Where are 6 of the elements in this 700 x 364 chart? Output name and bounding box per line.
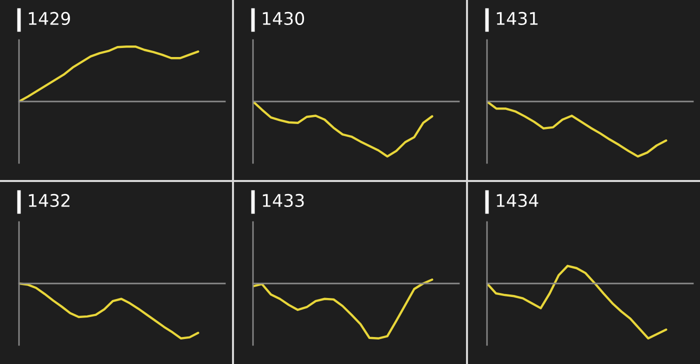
chart-title: 1429 xyxy=(28,12,70,26)
chart-title: 1432 xyxy=(28,194,70,208)
chart-title: 1434 xyxy=(496,194,538,208)
chart-title: 1431 xyxy=(496,12,538,26)
chart-title: 1433 xyxy=(262,194,304,208)
chart-title: 1430 xyxy=(262,12,304,26)
